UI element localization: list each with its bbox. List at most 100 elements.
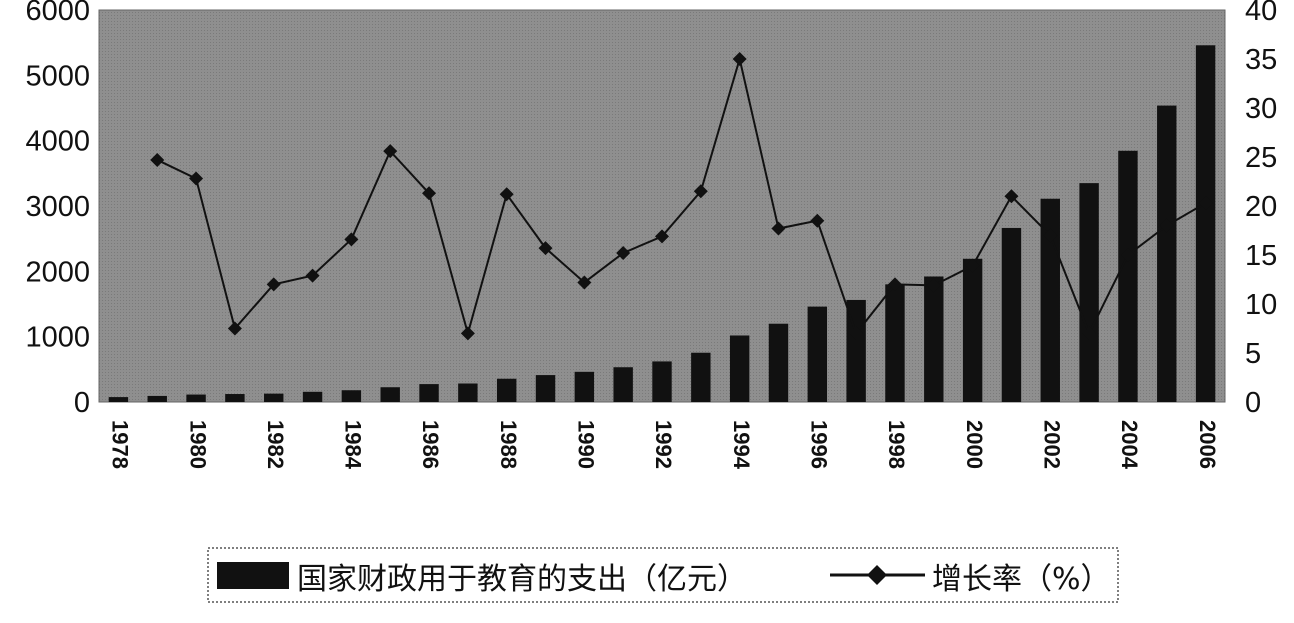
x-tick-label: 1986	[418, 420, 443, 469]
x-tick-label: 1982	[263, 420, 288, 469]
growth-marker-2006	[1198, 196, 1213, 211]
bar-1982	[264, 393, 284, 402]
right-tick-label: 25	[1245, 142, 1277, 174]
growth-marker-1996	[810, 213, 825, 228]
growth-marker-1990	[577, 275, 592, 290]
growth-marker-1981	[227, 321, 242, 336]
growth-marker-1992	[655, 229, 669, 244]
bar-1992	[652, 361, 672, 402]
bar-1978	[108, 397, 129, 402]
bar-2000	[962, 258, 983, 402]
x-tick-label: 1998	[884, 420, 909, 469]
x-tick-label: 1994	[729, 420, 754, 470]
bar-1996	[807, 306, 828, 402]
bar-1987	[458, 383, 478, 402]
bar-1979	[147, 395, 167, 402]
growth-marker-2000	[965, 258, 980, 273]
growth-marker-1991	[616, 246, 631, 261]
plot-area	[98, 9, 1226, 403]
bar-2006	[1195, 45, 1216, 402]
bar-series	[108, 45, 1216, 402]
x-tick-label: 1990	[574, 420, 599, 469]
x-tick-label: 1992	[651, 420, 676, 469]
bar-1998	[885, 284, 905, 402]
x-tick-label: 1978	[108, 420, 133, 469]
growth-marker-1986	[422, 186, 437, 201]
bar-1986	[419, 384, 439, 402]
growth-rate-line	[156, 55, 1207, 338]
right-tick-label: 20	[1245, 191, 1277, 223]
bar-1991	[613, 367, 633, 402]
legend-box	[207, 547, 1119, 603]
growth-marker-2003	[1082, 326, 1097, 341]
legend: 国家财政用于教育的支出（亿元） 增长率（%）	[207, 547, 1119, 603]
bar-1997	[846, 299, 866, 402]
left-tick-label: 0	[74, 387, 90, 419]
growth-marker-1994	[732, 52, 747, 66]
x-tick-label: 1984	[341, 420, 366, 470]
x-axis: 1978 1980 1982 1984 1986 1988 1990 1992 1994 1996…	[108, 420, 1220, 470]
growth-marker-1993	[693, 184, 708, 199]
legend-diamond-marker	[867, 565, 887, 585]
right-tick-label: 15	[1245, 240, 1277, 272]
bar-2005	[1157, 105, 1177, 402]
right-tick-label: 30	[1245, 93, 1277, 125]
growth-marker-1983	[305, 268, 320, 283]
bar-1995	[768, 323, 789, 402]
growth-marker-1985	[383, 144, 398, 159]
growth-marker-1984	[344, 232, 359, 247]
growth-marker-1987	[460, 326, 475, 341]
growth-marker-1979	[150, 152, 165, 167]
x-tick-label: 1988	[496, 420, 521, 469]
right-tick-label: 5	[1245, 338, 1261, 370]
right-tick-label: 35	[1245, 44, 1277, 76]
left-tick-label: 4000	[25, 126, 90, 158]
growth-rate-series	[150, 52, 1213, 341]
left-tick-label: 1000	[25, 322, 90, 354]
bar-2004	[1118, 150, 1138, 402]
right-axis: 0 5 10 15 20 25 30 35 40	[1245, 0, 1277, 419]
growth-marker-1980	[189, 171, 204, 186]
x-tick-label: 1980	[185, 420, 210, 469]
x-tick-label: 2000	[962, 420, 987, 469]
left-axis: 0 1000 2000 3000 4000 5000 6000	[25, 0, 90, 419]
legend-bar-label: 国家财政用于教育的支出（亿元）	[297, 562, 747, 597]
bar-2003	[1079, 183, 1099, 402]
x-tick-label: 2004	[1117, 420, 1142, 470]
growth-marker-1998	[887, 277, 902, 292]
growth-marker-1999	[926, 278, 941, 293]
bar-1981	[225, 394, 245, 402]
x-tick-label: 2006	[1195, 420, 1220, 469]
growth-marker-1982	[266, 277, 281, 292]
left-tick-label: 6000	[25, 0, 90, 27]
bar-1988	[496, 378, 517, 402]
right-tick-label: 40	[1245, 0, 1277, 27]
left-tick-label: 5000	[25, 60, 90, 92]
left-tick-label: 2000	[25, 256, 90, 288]
growth-marker-2005	[1159, 218, 1174, 233]
right-tick-label: 0	[1245, 387, 1261, 419]
x-tick-label: 2002	[1039, 420, 1064, 469]
bar-1999	[924, 276, 944, 402]
bar-2001	[1001, 227, 1022, 402]
growth-marker-1988	[499, 187, 514, 202]
legend-line-label: 增长率（%）	[932, 562, 1111, 597]
bar-1980	[186, 394, 206, 402]
legend-bar-swatch	[217, 562, 289, 589]
bar-1985	[380, 387, 400, 402]
x-tick-label: 1996	[806, 420, 831, 469]
bar-1990	[574, 371, 595, 402]
left-tick-label: 3000	[25, 191, 90, 223]
growth-marker-1995	[771, 221, 786, 236]
bar-1983	[302, 391, 323, 402]
growth-marker-1997	[849, 326, 864, 341]
right-tick-label: 10	[1245, 289, 1277, 321]
bar-1994	[729, 335, 750, 402]
growth-marker-2002	[1043, 228, 1058, 243]
bar-1993	[691, 352, 711, 402]
bar-1989	[535, 375, 556, 402]
growth-marker-2001	[1004, 189, 1019, 204]
growth-marker-1989	[538, 241, 553, 256]
bar-1984	[341, 390, 362, 402]
